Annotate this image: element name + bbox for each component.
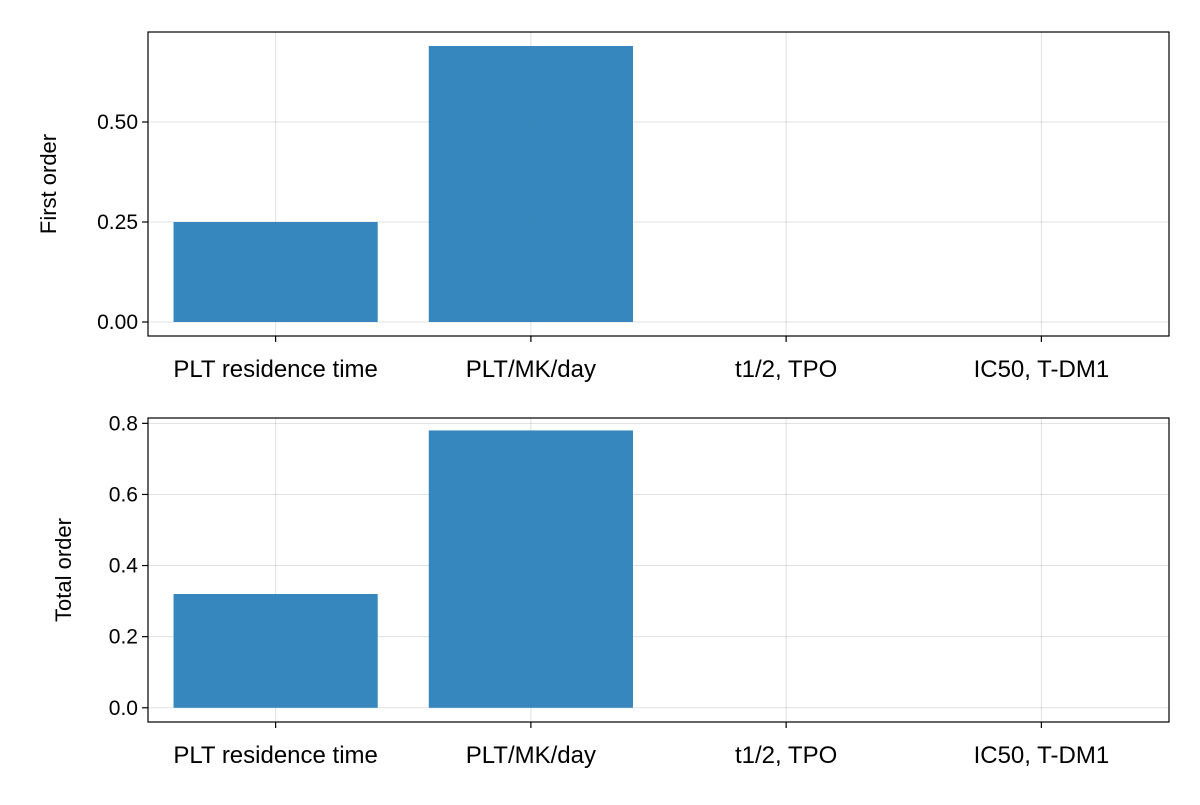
panel-1-y-tick-label: 0.00 — [97, 311, 138, 334]
panel-2-y-tick-label: 0.6 — [109, 483, 138, 506]
panel-1-bar — [428, 46, 633, 322]
panel-2-y-tick-label: 0.0 — [109, 697, 138, 720]
panel-2-y-tick-label: 0.4 — [109, 555, 139, 578]
panel-2-x-tick-label: IC50, T-DM1 — [974, 742, 1110, 769]
panel-2-bar — [428, 430, 633, 708]
panel-1-x-tick-label: t1/2, TPO — [735, 356, 837, 383]
panel-1-x-tick-label: IC50, T-DM1 — [974, 356, 1110, 383]
panel-2-y-axis-label: Total order — [51, 518, 76, 622]
panel-2-bar — [173, 594, 378, 708]
panel-1-y-axis-label: First order — [36, 134, 61, 234]
panel-1-frame — [147, 31, 1170, 337]
panel-2-frame — [147, 417, 1170, 723]
panel-2-y-tick-label: 0.2 — [109, 626, 138, 649]
panel-2-x-tick-label: PLT residence time — [173, 742, 378, 769]
panel-1-x-tick-label: PLT residence time — [173, 356, 378, 383]
panel-1-y-tick-label: 0.25 — [97, 211, 138, 234]
panel-1-x-tick-label: PLT/MK/day — [466, 356, 596, 383]
panel-2-x-tick-label: t1/2, TPO — [735, 742, 837, 769]
panel-2-x-tick-label: PLT/MK/day — [466, 742, 596, 769]
panel-1-bar — [173, 222, 378, 322]
panel-2-y-tick-label: 0.8 — [109, 412, 138, 435]
panel-1-y-tick-label: 0.50 — [97, 111, 138, 134]
